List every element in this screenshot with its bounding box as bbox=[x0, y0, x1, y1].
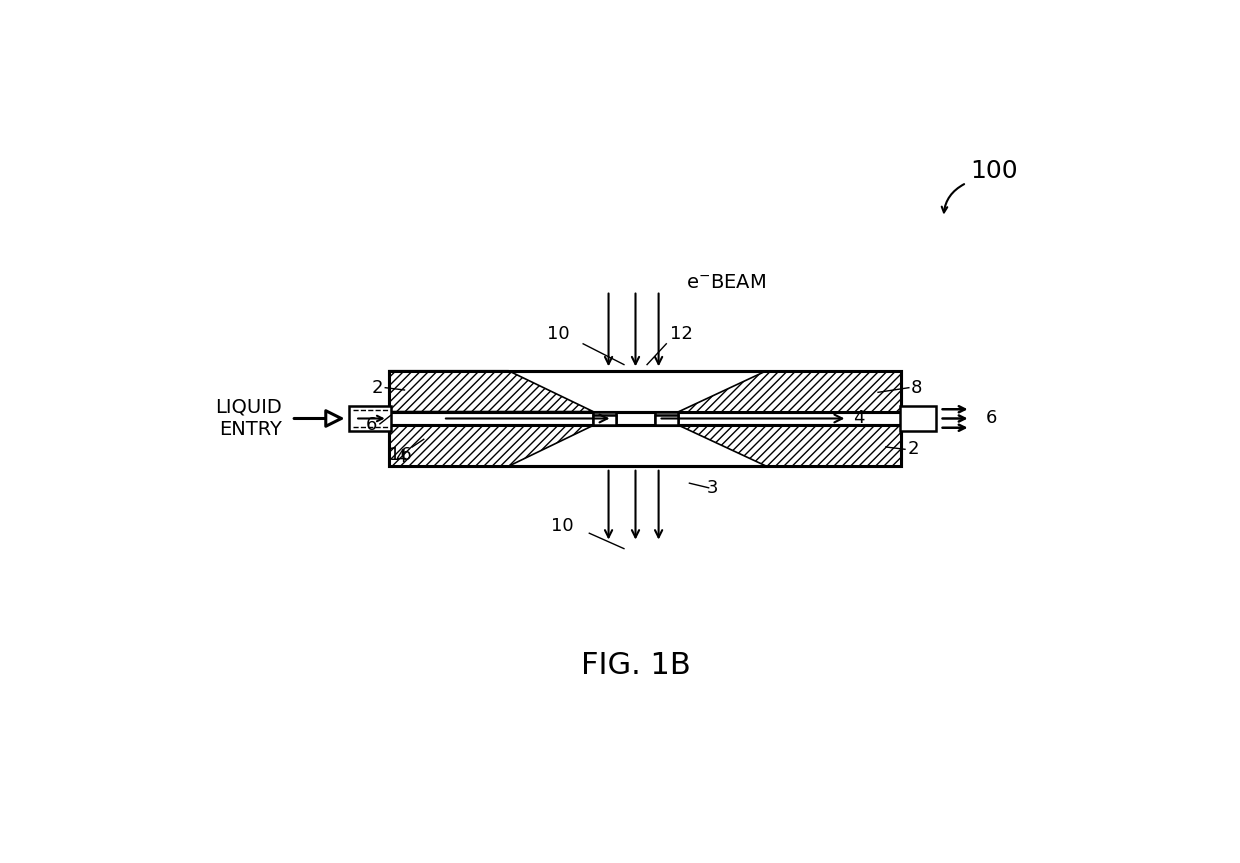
Bar bbox=[389, 425, 901, 466]
Text: e$^{-}$BEAM: e$^{-}$BEAM bbox=[686, 273, 765, 292]
Text: LIQUID
ENTRY: LIQUID ENTRY bbox=[216, 398, 281, 439]
Text: 12: 12 bbox=[671, 324, 693, 343]
Text: 16: 16 bbox=[389, 445, 412, 463]
Text: 2: 2 bbox=[372, 379, 383, 397]
Text: 6: 6 bbox=[366, 417, 377, 434]
Polygon shape bbox=[593, 412, 616, 422]
Polygon shape bbox=[678, 371, 901, 412]
Polygon shape bbox=[655, 414, 678, 425]
Polygon shape bbox=[350, 406, 392, 431]
Text: 100: 100 bbox=[971, 160, 1018, 183]
Bar bbox=[389, 371, 901, 412]
Text: 10: 10 bbox=[551, 517, 574, 534]
Text: 4: 4 bbox=[394, 448, 407, 466]
Polygon shape bbox=[389, 371, 593, 412]
Text: 3: 3 bbox=[707, 479, 718, 497]
Polygon shape bbox=[899, 406, 936, 431]
Text: 10: 10 bbox=[547, 324, 570, 343]
Bar bbox=[389, 425, 901, 466]
Polygon shape bbox=[389, 425, 593, 466]
Bar bbox=[389, 371, 901, 412]
Polygon shape bbox=[655, 412, 678, 422]
Text: 6: 6 bbox=[986, 409, 997, 427]
Text: 2: 2 bbox=[908, 440, 919, 458]
Text: FIG. 1B: FIG. 1B bbox=[580, 652, 691, 680]
Text: 4: 4 bbox=[853, 409, 864, 427]
Polygon shape bbox=[593, 414, 616, 425]
Text: 8: 8 bbox=[910, 379, 921, 397]
Polygon shape bbox=[678, 425, 901, 466]
